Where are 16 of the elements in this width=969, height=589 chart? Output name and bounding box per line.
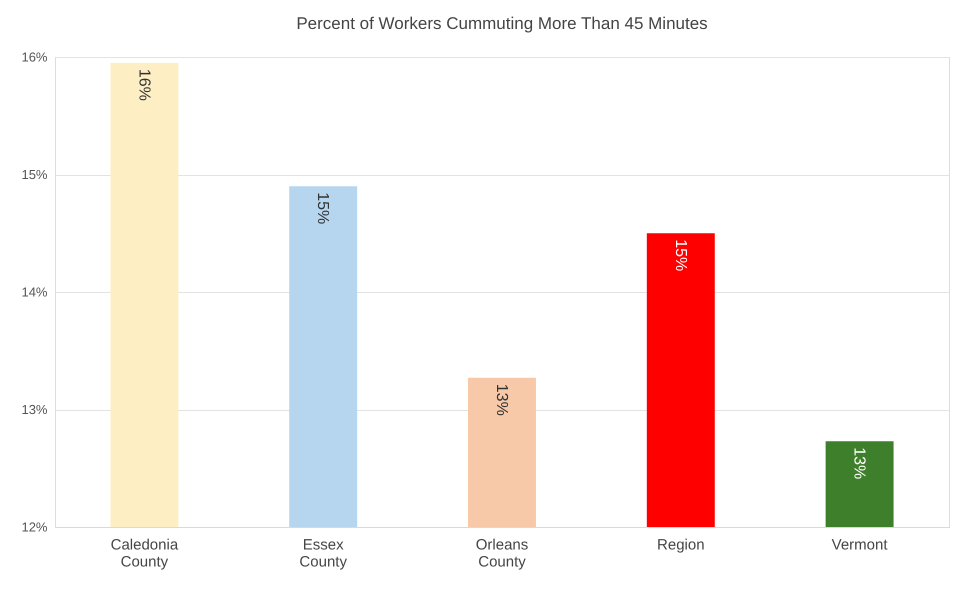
x-tick-label: Essex County [299, 536, 348, 570]
y-tick-label: 16% [21, 50, 48, 64]
y-tick-label: 14% [21, 284, 48, 300]
data-label: 16% [135, 68, 152, 101]
data-label: 15% [672, 239, 689, 272]
chart-title: Percent of Workers Cummuting More Than 45 Minutes [296, 14, 708, 33]
data-label: 15% [314, 192, 332, 224]
x-tick-label: Region [657, 536, 705, 554]
y-tick-label: 12% [21, 520, 48, 534]
data-label: 13% [493, 384, 510, 416]
x-tick-label: Caledonia County [110, 536, 179, 570]
x-tick-label: Vermont [832, 536, 888, 554]
data-label: 13% [850, 447, 868, 480]
y-tick-label: 15% [21, 167, 48, 182]
x-tick-label: Orleans County [476, 536, 528, 570]
y-tick-label: 13% [21, 402, 48, 417]
